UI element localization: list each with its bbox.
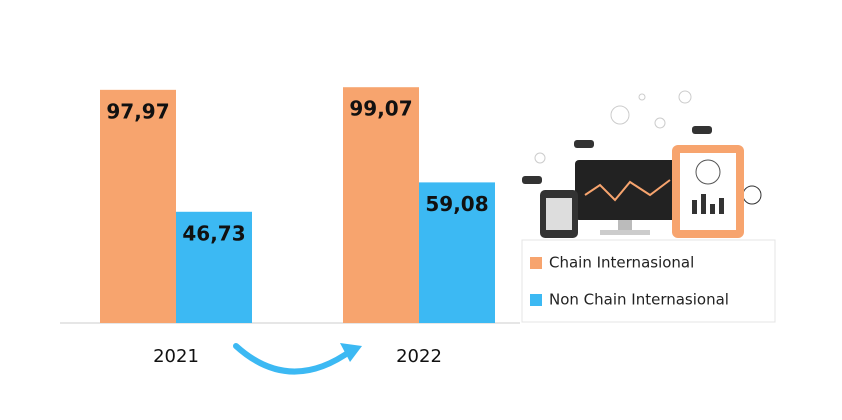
legend-box (521, 239, 776, 323)
bar (176, 211, 252, 323)
data-label: 99,07 (349, 97, 412, 121)
x-tick-label: 2022 (396, 346, 442, 367)
legend-label: Chain Internasional (549, 254, 694, 272)
data-label: 97,97 (106, 99, 169, 123)
bar (100, 89, 176, 324)
illustration (522, 90, 762, 238)
legend-label: Non Chain Internasional (549, 291, 729, 309)
arrow-head (340, 343, 362, 362)
x-tick-label: 2021 (153, 346, 199, 367)
bar (343, 87, 419, 323)
data-label: 46,73 (182, 221, 245, 245)
legend-swatch (530, 294, 542, 306)
trend-arrow (233, 343, 355, 375)
legend-swatch (530, 257, 542, 269)
bar (419, 182, 495, 323)
data-label: 59,08 (425, 192, 488, 216)
